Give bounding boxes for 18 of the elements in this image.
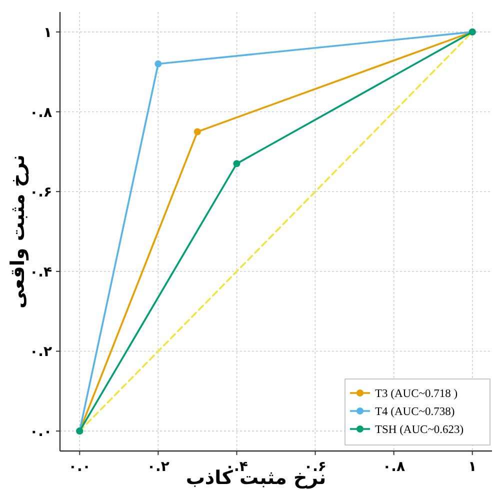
x-tick-label: ۰.۶ [304, 459, 326, 475]
x-tick-label: ۰.۲ [146, 459, 170, 475]
y-tick-label: ۰.۶ [30, 184, 52, 201]
x-tick-label: ۰.۰ [68, 459, 91, 475]
x-tick-label: ۰.۸ [382, 459, 406, 475]
y-tick-label: ۰.۰ [30, 424, 52, 440]
legend-label: TSH (AUC~0.623) [375, 424, 464, 436]
x-tick-label: ۱ [468, 459, 477, 475]
legend-label: T4 (AUC~0.738) [375, 406, 455, 418]
point [233, 160, 240, 168]
point [194, 128, 201, 136]
y-tick-label: ۰.۸ [30, 104, 52, 121]
y-tick-label: ۰.۲ [30, 344, 52, 360]
y-tick-label: ۱ [43, 24, 52, 41]
y-tick-label: ۰.۴ [30, 264, 52, 280]
y-axis-title: نرخ مثبت واقعی [7, 154, 29, 308]
point [154, 60, 162, 68]
legend-label: T3 (AUC~0.718 ) [375, 388, 458, 400]
